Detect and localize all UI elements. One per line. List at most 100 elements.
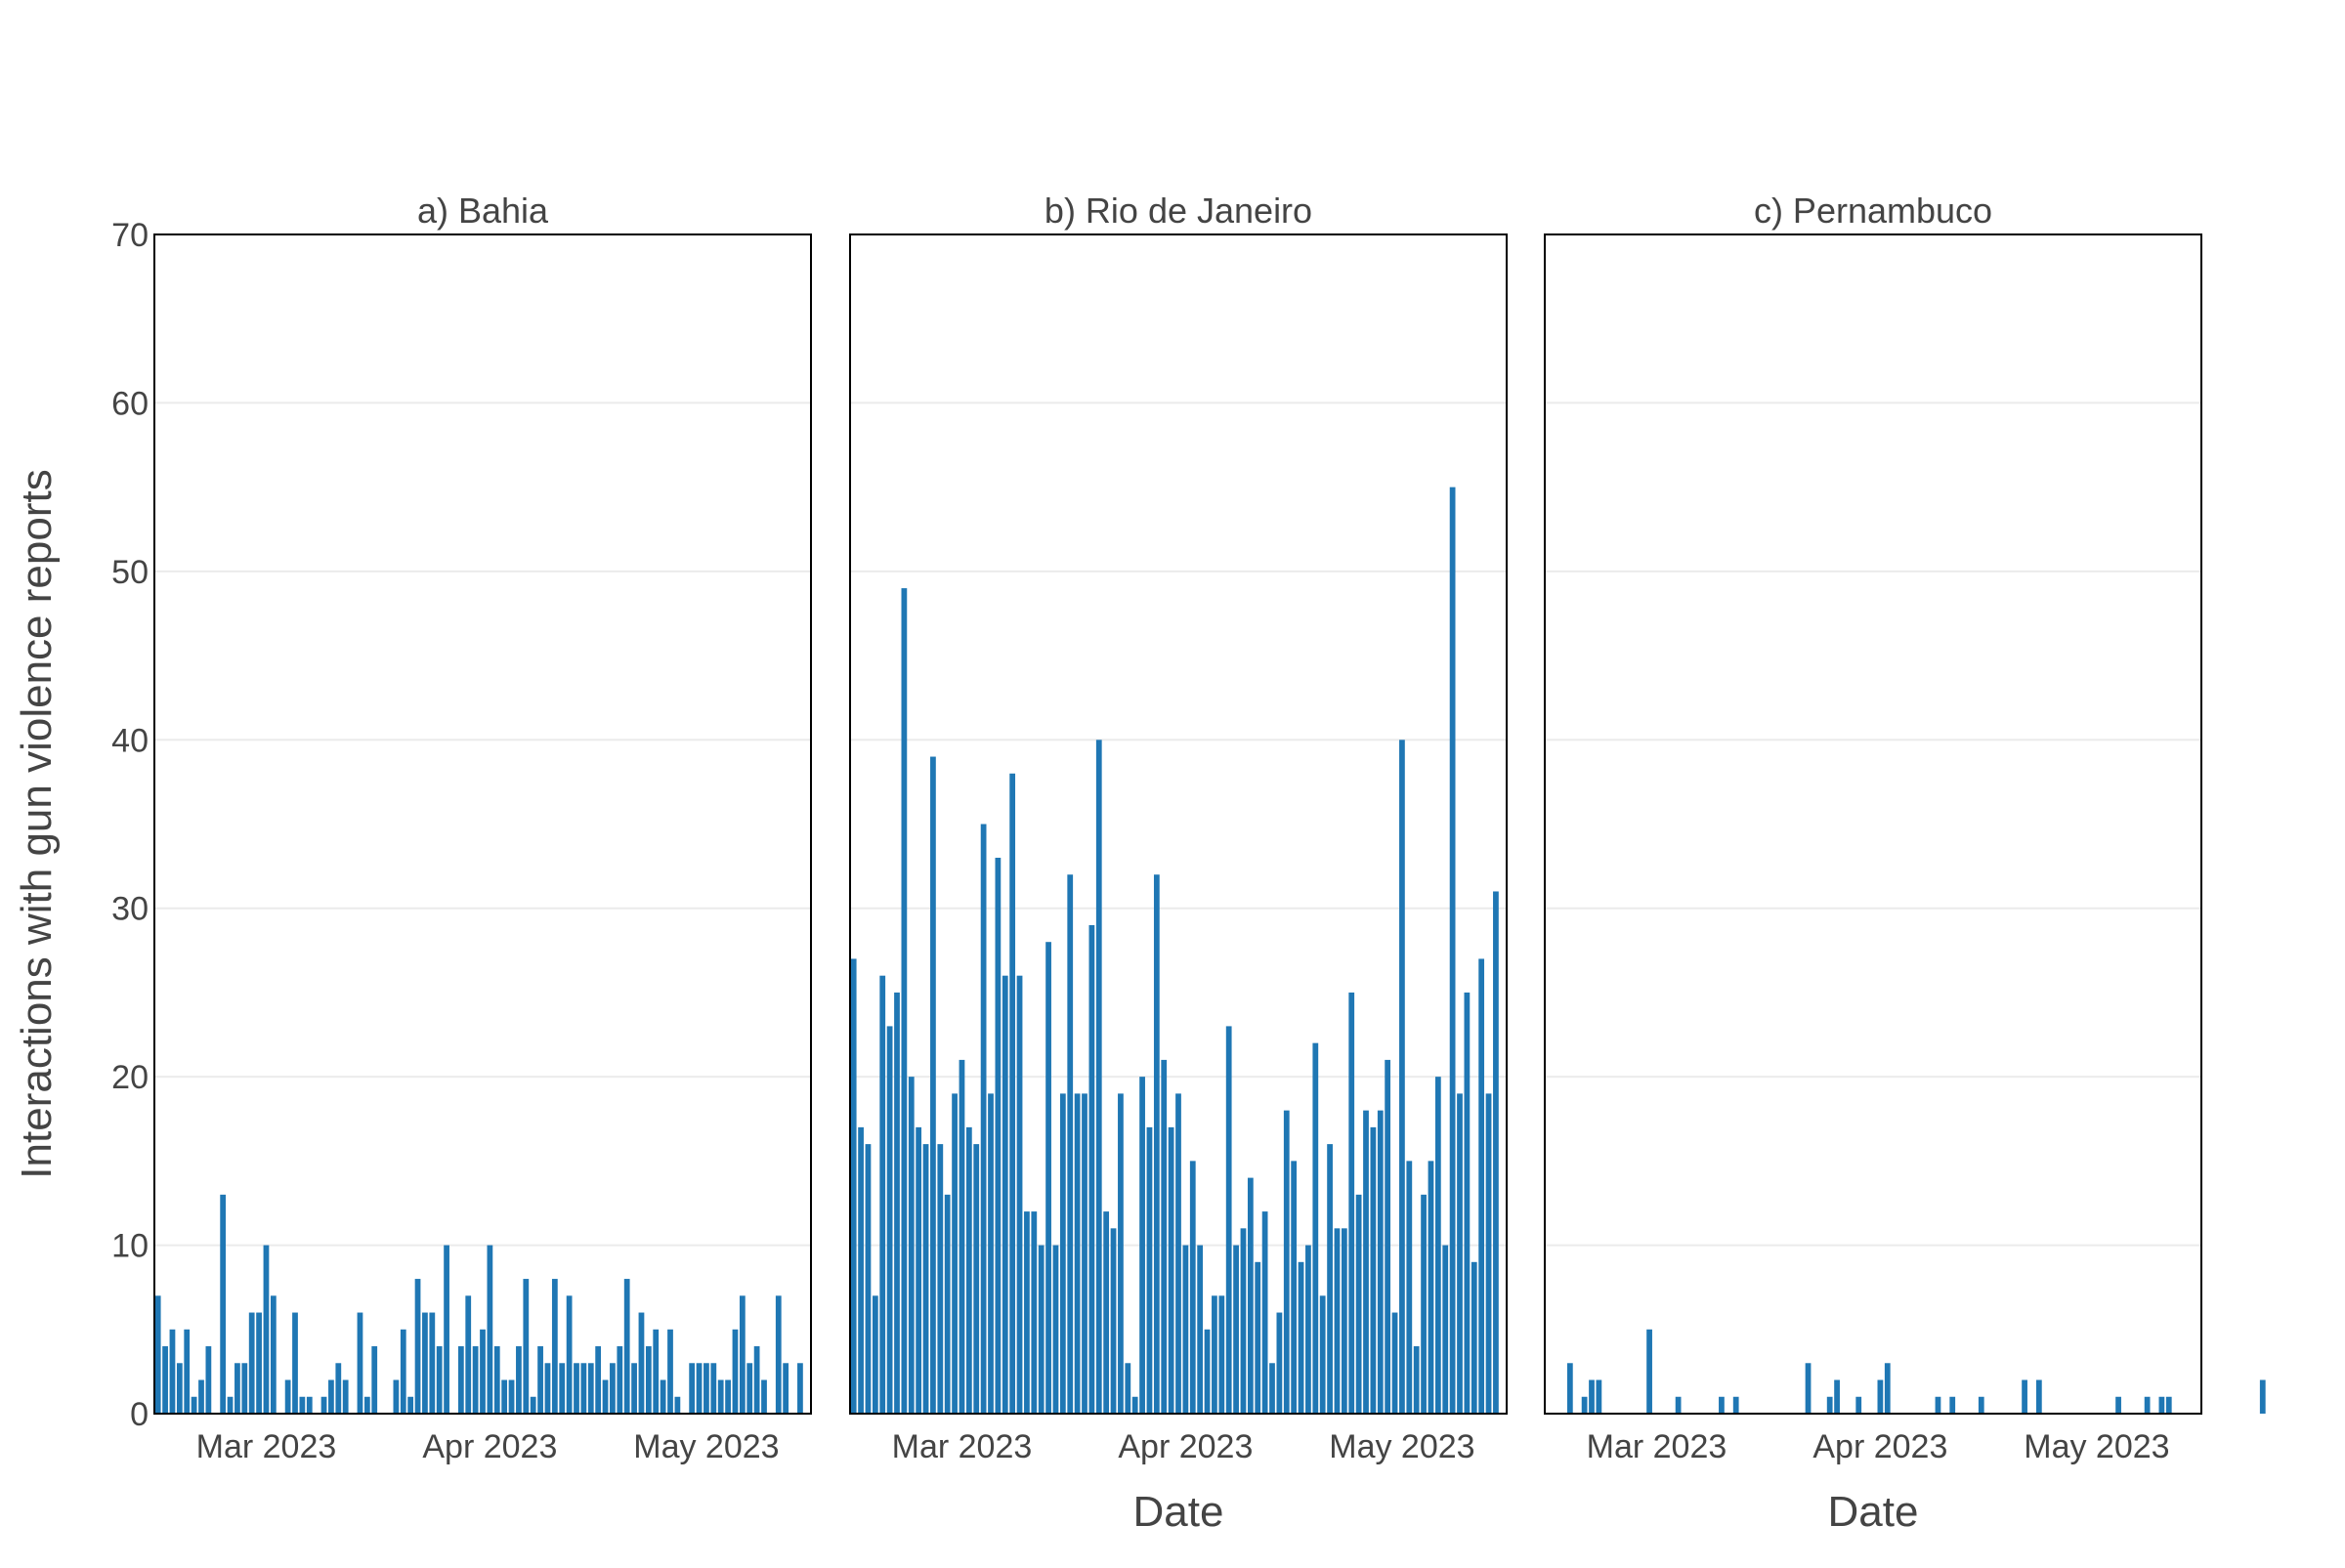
bar — [908, 1077, 915, 1414]
x-tick-label: Apr 2023 — [422, 1428, 557, 1465]
bar — [623, 1279, 630, 1414]
bar — [1175, 1093, 1181, 1414]
bar — [169, 1329, 176, 1414]
bar — [1855, 1396, 1862, 1414]
bar — [1428, 1161, 1434, 1414]
bar — [256, 1312, 262, 1414]
bar — [1471, 1261, 1477, 1414]
bar — [617, 1346, 623, 1414]
bar — [1355, 1194, 1362, 1414]
bar — [1153, 874, 1160, 1414]
bar — [559, 1363, 566, 1414]
bar — [879, 975, 886, 1414]
x-axis-title: Date — [1828, 1488, 1919, 1536]
y-tick-label: 0 — [130, 1396, 149, 1433]
bar — [407, 1396, 414, 1414]
bar — [1442, 1245, 1449, 1414]
bar — [1146, 1126, 1153, 1414]
bar — [2259, 1379, 2266, 1414]
x-tick-label: Apr 2023 — [1812, 1428, 1947, 1465]
bar — [1016, 975, 1023, 1414]
bar — [1327, 1144, 1333, 1414]
y-tick-label: 10 — [111, 1228, 149, 1265]
bar — [1276, 1312, 1283, 1414]
bar — [480, 1329, 486, 1414]
bar — [1269, 1363, 1275, 1414]
bar — [1399, 740, 1405, 1414]
bar — [797, 1363, 803, 1414]
bar — [872, 1295, 878, 1414]
bar — [1449, 487, 1456, 1414]
bar — [191, 1396, 197, 1414]
bar — [1002, 975, 1008, 1414]
bar — [1197, 1245, 1204, 1414]
bar — [1024, 1211, 1030, 1414]
bar — [1031, 1211, 1038, 1414]
bar — [717, 1379, 724, 1414]
bar — [530, 1396, 536, 1414]
bar — [696, 1363, 703, 1414]
bar — [1255, 1261, 1261, 1414]
bar — [587, 1363, 594, 1414]
bar — [1182, 1245, 1189, 1414]
bar — [761, 1379, 767, 1414]
bar — [1805, 1363, 1812, 1414]
bar — [1493, 891, 1499, 1414]
bar — [783, 1363, 789, 1414]
y-tick-label: 70 — [111, 217, 149, 254]
bar — [1478, 958, 1485, 1414]
bar — [610, 1363, 616, 1414]
bar — [1168, 1126, 1174, 1414]
x-tick-label: Mar 2023 — [1587, 1428, 1727, 1465]
bar — [710, 1363, 717, 1414]
bar — [1457, 1093, 1463, 1414]
bar — [227, 1396, 234, 1414]
bar — [1732, 1396, 1739, 1414]
bar — [638, 1312, 645, 1414]
bar — [930, 756, 936, 1414]
bar — [916, 1126, 922, 1414]
bar — [1884, 1363, 1891, 1414]
bar — [1385, 1059, 1391, 1414]
bar — [1949, 1396, 1956, 1414]
panel-frame — [849, 233, 1508, 1415]
bar — [342, 1379, 349, 1414]
bar — [1261, 1211, 1268, 1414]
bar — [551, 1279, 558, 1414]
bar — [631, 1363, 637, 1414]
bar — [959, 1059, 965, 1414]
bar — [1139, 1077, 1145, 1414]
bar — [1413, 1346, 1420, 1414]
panel-frame — [1544, 233, 2202, 1415]
bar — [886, 1026, 893, 1414]
y-tick-label: 60 — [111, 385, 149, 422]
bar — [429, 1312, 436, 1414]
bar — [602, 1379, 609, 1414]
bar — [580, 1363, 587, 1414]
x-tick-label: Apr 2023 — [1118, 1428, 1253, 1465]
bar — [400, 1329, 406, 1414]
x-tick-label: Mar 2023 — [196, 1428, 337, 1465]
x-tick-label: May 2023 — [2024, 1428, 2169, 1465]
bar — [1059, 1093, 1066, 1414]
bar — [901, 588, 908, 1414]
panel-title: c) Pernambuco — [1754, 191, 1992, 231]
bar — [1110, 1228, 1117, 1414]
bar — [306, 1396, 313, 1414]
bar — [508, 1379, 515, 1414]
bar — [1434, 1077, 1441, 1414]
bar — [1877, 1379, 1884, 1414]
bar — [1391, 1312, 1398, 1414]
bar — [328, 1379, 334, 1414]
bar — [1421, 1194, 1427, 1414]
bar — [995, 857, 1002, 1414]
x-tick-label: May 2023 — [1329, 1428, 1474, 1465]
bar — [263, 1245, 270, 1414]
bar — [973, 1144, 980, 1414]
bar — [732, 1329, 739, 1414]
bar — [1240, 1228, 1247, 1414]
bar — [537, 1346, 543, 1414]
bar — [393, 1379, 400, 1414]
bar — [944, 1194, 951, 1414]
